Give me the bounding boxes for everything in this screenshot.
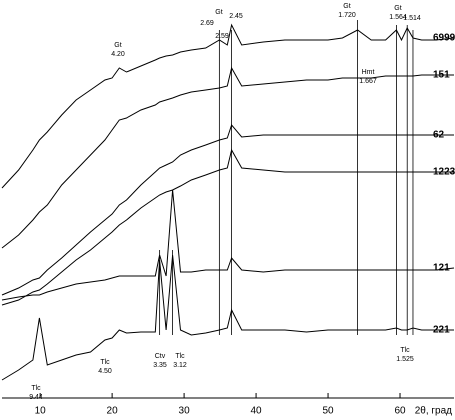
- annotation: 1.720: [338, 12, 356, 19]
- x-axis-label: 2θ, град: [415, 406, 452, 417]
- annotation: Tlc: [100, 359, 110, 366]
- annotation: 2.45: [229, 13, 243, 20]
- series-label: 6999: [433, 33, 455, 44]
- trace: [1, 148, 454, 306]
- annotation: 1.525: [396, 356, 414, 363]
- annotation: Gt: [394, 5, 401, 12]
- annotation: 3.35: [153, 362, 167, 369]
- x-tick-label: 30: [179, 406, 191, 417]
- trace: [1, 189, 455, 301]
- annotation: 9.44: [29, 394, 43, 401]
- annotation: 1.667: [359, 78, 377, 85]
- trace: [1, 254, 454, 381]
- annotation: 4.50: [98, 368, 112, 375]
- annotation: Hmt: [362, 69, 375, 76]
- trace: [1, 66, 454, 249]
- annotation: Tlc: [175, 353, 185, 360]
- x-tick-label: 50: [322, 406, 334, 417]
- annotation: Gt: [114, 42, 121, 49]
- annotation: 3.12: [173, 362, 187, 369]
- annotation: 2.69: [200, 20, 214, 27]
- series-label: 1223: [433, 167, 455, 178]
- series-label: 121: [433, 263, 450, 274]
- annotation: 2.59: [215, 33, 229, 40]
- annotation: 1.514: [403, 15, 421, 22]
- annotation: 1.564: [389, 14, 407, 21]
- x-tick-label: 60: [394, 406, 406, 417]
- x-tick-label: 10: [35, 406, 47, 417]
- x-tick-label: 20: [107, 406, 119, 417]
- series-label: 221: [433, 325, 450, 336]
- x-tick-label: 40: [251, 406, 263, 417]
- trace: [1, 123, 454, 296]
- annotation: 4.20: [111, 51, 125, 58]
- annotation: Gt: [343, 3, 350, 10]
- annotation: Tlc: [31, 385, 41, 392]
- series-label: 62: [433, 130, 445, 141]
- annotation: Ctv: [155, 353, 166, 360]
- annotation: Tlc: [400, 347, 410, 354]
- series-label: 151: [433, 70, 450, 81]
- trace: [1, 23, 455, 189]
- annotation: Gt: [215, 9, 222, 16]
